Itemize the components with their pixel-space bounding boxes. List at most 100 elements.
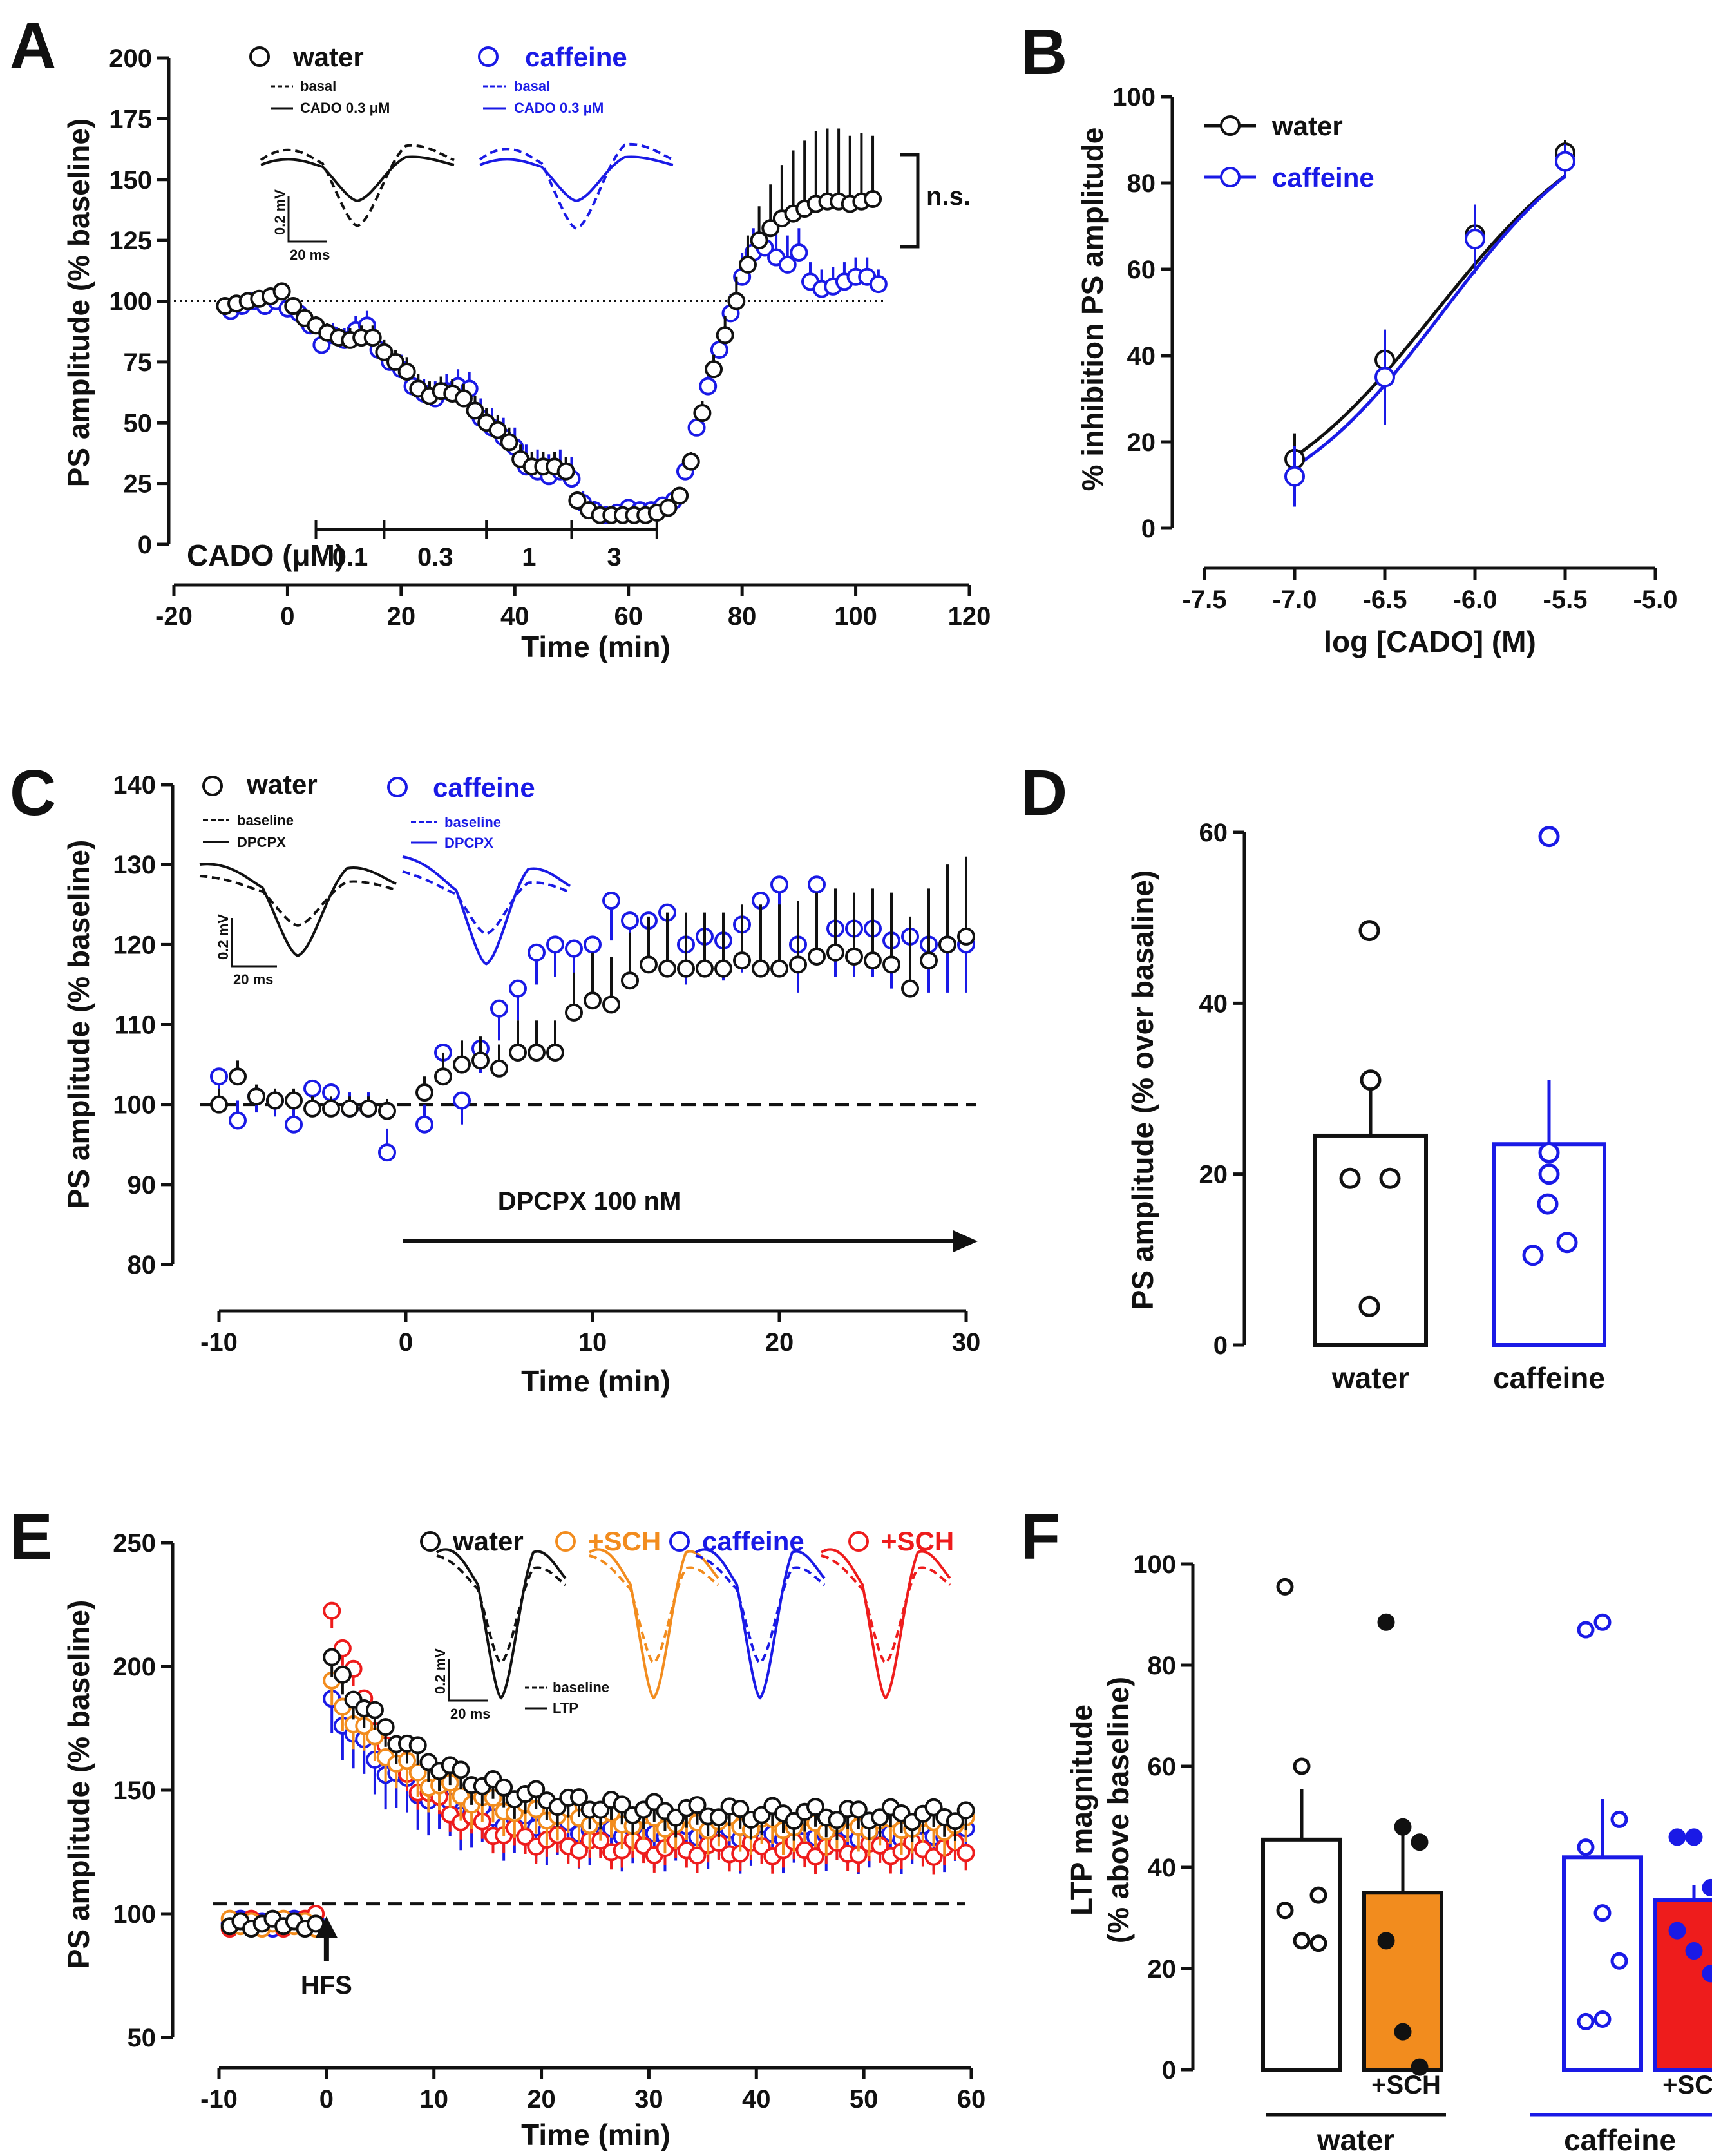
scale-bar-a-time: 20 ms [290, 247, 330, 263]
data-point [957, 927, 975, 946]
data-point [761, 219, 780, 238]
legend-label-caffeine: caffeine [433, 772, 535, 803]
data-point [415, 1115, 433, 1134]
data-point [671, 486, 689, 505]
trace-baseline [436, 1554, 567, 1665]
y-axis-title: PS amplitude (% baseline) [62, 840, 95, 1209]
plot-e: 50 100 150 200 250 -10 0 10 20 30 40 50 60 PS amplitu… [62, 1526, 985, 2151]
data-point [789, 955, 807, 974]
y-axis-tick-label: 200 [113, 1653, 156, 1681]
y-axis-tick-label: 60 [1148, 1753, 1177, 1781]
data-point [828, 1811, 846, 1829]
data-point [871, 1808, 889, 1827]
trace-water-cado [260, 155, 455, 202]
y-axis-tick-label: 0 [138, 531, 152, 559]
y-axis-tick-label: 50 [124, 409, 153, 437]
data-point [1411, 1833, 1429, 1851]
data-point [1377, 1613, 1395, 1631]
data-point [688, 1796, 707, 1815]
data-point [714, 959, 732, 978]
y-axis-tick-label: 100 [113, 1091, 156, 1120]
legend-marker [420, 1531, 441, 1552]
bar [1261, 1837, 1342, 2072]
data-point [285, 1115, 303, 1134]
x-axis-tick-label: 0 [399, 1328, 413, 1357]
data-point [920, 951, 938, 970]
panel-b: B 0 20 40 60 80 100 -7.5 -7.0 -6.5 -6.0 -5.5 -5.0 % … [1021, 16, 1677, 658]
y-axis-tick-label: 0 [1213, 1331, 1228, 1360]
inset-key-baseline: baseline [444, 814, 501, 830]
y-axis-tick-label: 80 [128, 1251, 157, 1279]
data-point [266, 1091, 284, 1110]
data-point [284, 297, 303, 316]
panel-letter-c: C [10, 757, 56, 829]
data-point [1374, 367, 1395, 388]
data-point [1293, 1932, 1311, 1950]
data-point [490, 1059, 508, 1078]
panel-a: A 0 25 50 75 100 125 150 175 200 -20 0 20 40 60 80 100 1… [10, 10, 991, 663]
data-point [584, 935, 602, 954]
data-point [1538, 1163, 1560, 1185]
x-axis-tick-label: 0 [319, 2085, 334, 2113]
data-point [845, 947, 863, 966]
data-point [693, 404, 712, 423]
y-axis-tick-label: 80 [1148, 1652, 1177, 1680]
y-axis-tick-label: 120 [113, 931, 156, 959]
x-axis-tick-label: 40 [742, 2085, 771, 2113]
bar [1562, 1855, 1643, 2072]
trace-ltp [694, 1548, 826, 1700]
y-axis-tick-label: 140 [113, 771, 156, 799]
data-point [454, 389, 473, 408]
data-point [247, 1087, 265, 1106]
data-point [659, 499, 678, 517]
data-point [1465, 229, 1485, 250]
data-point [1593, 1904, 1612, 1922]
plot-b: 0 20 40 60 80 100 -7.5 -7.0 -6.5 -6.0 -5.5 -5.0 % in… [1076, 83, 1677, 658]
panel-letter-a: A [10, 10, 56, 82]
panel-d: D water caffeine 0 20 40 60 PS amplitude (% ov… [1021, 757, 1606, 1395]
drug-arrow-head [953, 1230, 978, 1252]
cado-label: CADO (μM) [187, 539, 345, 572]
data-point [556, 462, 575, 481]
scale-bar-a-bars [287, 196, 327, 243]
data-point [565, 1003, 583, 1022]
scale-bar-a-voltage: 0.2 mV [272, 189, 288, 235]
legend-label-caffeine: caffeine [525, 42, 627, 72]
trace-water-dpcpx [199, 863, 397, 957]
data-point [1556, 1232, 1578, 1254]
data-point [341, 1099, 359, 1118]
y-axis-tick-label: 100 [113, 1900, 156, 1929]
data-point [699, 377, 718, 396]
inset-key-cado: CADO 0.3 μM [514, 100, 604, 116]
data-point [1360, 1069, 1382, 1091]
data-point [1685, 1942, 1703, 1960]
category-label-caffeine: caffeine [1493, 1361, 1605, 1395]
category-label-sch: +SCH [1662, 2071, 1712, 2099]
data-point [956, 1801, 975, 1820]
bar-group-caffeine: caffeine [1492, 826, 1606, 1395]
data-point [528, 1043, 546, 1062]
bar-group-1: +SCH [1362, 1613, 1443, 2099]
data-point [770, 875, 788, 894]
scale-bar-e-voltage: 0.2 mV [432, 1648, 448, 1694]
x-axis-tick-label: -10 [200, 2085, 238, 2113]
data-point [210, 1067, 228, 1086]
data-point [323, 1601, 341, 1620]
data-point [1276, 1902, 1294, 1920]
data-point [527, 1780, 546, 1798]
data-point [1685, 1828, 1703, 1846]
legend-label: +SCH [588, 1526, 661, 1556]
group-label-caffeine: caffeine [1564, 2123, 1676, 2156]
y-axis-tick-label: 130 [113, 851, 156, 879]
data-point [864, 189, 882, 208]
data-point [1411, 2058, 1429, 2076]
data-point [738, 255, 757, 274]
y-axis-tick-label: 20 [1127, 428, 1156, 457]
series-water [216, 128, 882, 524]
data-point [709, 1808, 728, 1827]
data-point [621, 911, 639, 930]
y-axis-tick-label: 200 [109, 44, 152, 73]
data-point [322, 1099, 340, 1118]
data-point [1668, 1922, 1686, 1940]
